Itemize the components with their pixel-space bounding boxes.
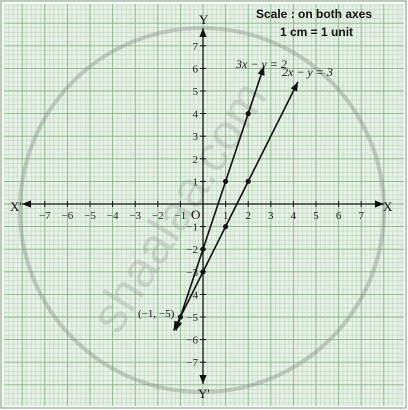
intersection-point [177, 314, 183, 320]
point-annotation: (−1, −5) [138, 308, 175, 320]
x-tick-label: 6 [336, 210, 342, 222]
y-axis-negative-arrow [199, 375, 207, 384]
series-points [177, 111, 251, 320]
series-lines [172, 65, 299, 331]
x-axis-negative-arrow [22, 200, 31, 208]
x-axis-arrow [375, 200, 384, 208]
y-tick-label: 7 [193, 41, 199, 53]
series-2-point [223, 224, 229, 230]
y-tick-label: −1 [186, 222, 198, 234]
origin-label: O [191, 207, 200, 222]
y-axis-arrow [199, 28, 207, 37]
x-tick-label: 5 [313, 210, 319, 222]
y-tick-label: 3 [193, 131, 199, 143]
labels: Scale : on both axes 1 cm = 1 unit X X' … [10, 7, 393, 401]
x-tick-label: 7 [358, 210, 364, 222]
x-negative-axis-label: X' [10, 199, 22, 214]
axes [22, 28, 384, 384]
y-negative-axis-label: Y' [198, 386, 210, 401]
series-2-point [245, 178, 251, 184]
series-line-2-arrow-start [173, 320, 181, 331]
y-tick-label: 5 [193, 86, 199, 98]
y-tick-label: −2 [186, 244, 198, 256]
tick-labels: −7 −6 −5 −4 −3 −2 −1 1 2 3 4 5 6 7−7−6−5−4−3−2−112345… [39, 41, 365, 369]
y-tick-label: −5 [186, 312, 198, 324]
y-tick-label: −6 [186, 335, 198, 347]
series-1-point [200, 246, 206, 252]
series-1-point [245, 111, 251, 117]
x-axis-label: X [383, 199, 393, 214]
series-line-1 [175, 65, 265, 331]
y-tick-label: 1 [193, 176, 199, 188]
x-tick-label: 1 [223, 210, 229, 222]
x-tick-label: 3 [268, 210, 274, 222]
series-2-point [200, 269, 206, 275]
x-tick-label: 2 [245, 210, 251, 222]
series-1-point [223, 178, 229, 184]
series-label-2: 2x − y = 3 [282, 65, 333, 79]
x-tick-label: −6 [62, 210, 74, 222]
series-line-2-arrow-end [290, 81, 298, 92]
y-tick-label: 2 [193, 154, 199, 166]
y-tick-label: −7 [186, 357, 198, 369]
x-tick-label: −5 [84, 210, 96, 222]
y-axis-label: Y [199, 12, 209, 27]
x-tick-label: −7 [39, 210, 51, 222]
x-tick-label: 4 [291, 210, 297, 222]
series-line-1-arrow-end [257, 66, 265, 76]
series-line-2 [172, 81, 299, 331]
y-tick-label: 4 [193, 109, 199, 121]
y-tick-label: 6 [193, 63, 199, 75]
x-tick-label: −3 [129, 210, 141, 222]
x-tick-label: −2 [152, 210, 164, 222]
paper-background [4, 4, 404, 406]
watermark-circle [18, 26, 386, 394]
scale-note-line2: 1 cm = 1 unit [280, 25, 353, 39]
x-tick-label: −1 [175, 210, 187, 222]
scale-note-line1: Scale : on both axes [256, 7, 372, 21]
grid-minor [3, 4, 404, 406]
x-tick-label: −4 [107, 210, 119, 222]
series-label-1: 3x − y = 2 [235, 57, 287, 71]
